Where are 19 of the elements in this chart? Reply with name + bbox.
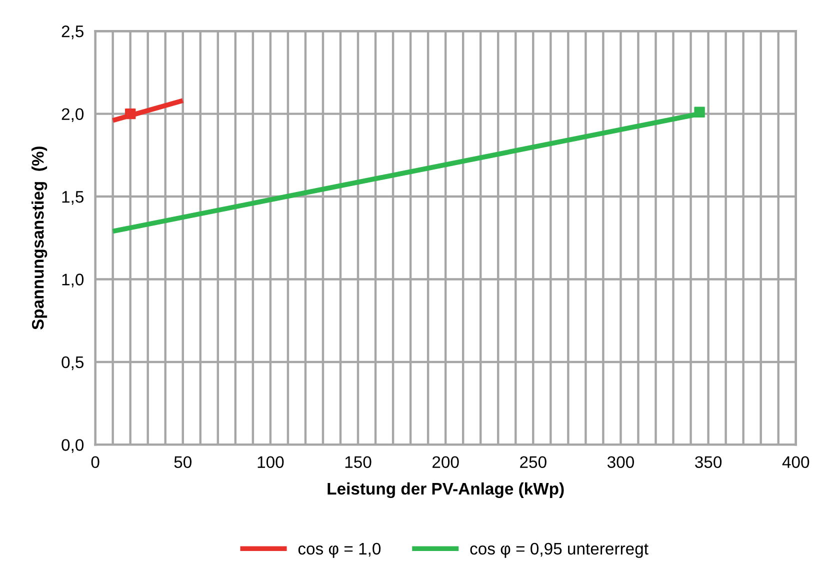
x-axis-title: Leistung der PV-Anlage (kWp) — [328, 482, 564, 498]
y-tick-label: 2,5 — [62, 26, 84, 40]
y-tick-label: 0,0 — [62, 439, 84, 453]
y-tick-label: 2,0 — [62, 108, 84, 122]
y-tick-label: 0,5 — [62, 356, 84, 370]
x-tick-label: 50 — [174, 456, 192, 468]
x-tick-label: 350 — [695, 456, 722, 468]
legend-label: cos φ = 1,0 — [298, 542, 381, 558]
x-tick-label: 150 — [345, 456, 372, 468]
x-tick-label: 250 — [520, 456, 546, 468]
y-tick-label: 1,5 — [62, 191, 84, 205]
legend-label: cos φ = 0,95 untererregt — [470, 542, 648, 558]
x-tick-label: 400 — [782, 456, 810, 468]
y-tick-label: 1,0 — [62, 274, 84, 288]
x-tick-label: 300 — [607, 456, 634, 468]
y-axis-title: Spannungsanstieg (%) — [32, 146, 48, 330]
x-tick-label: 200 — [432, 456, 459, 468]
x-tick-label: 0 — [91, 456, 100, 468]
x-tick-label: 100 — [258, 456, 284, 468]
